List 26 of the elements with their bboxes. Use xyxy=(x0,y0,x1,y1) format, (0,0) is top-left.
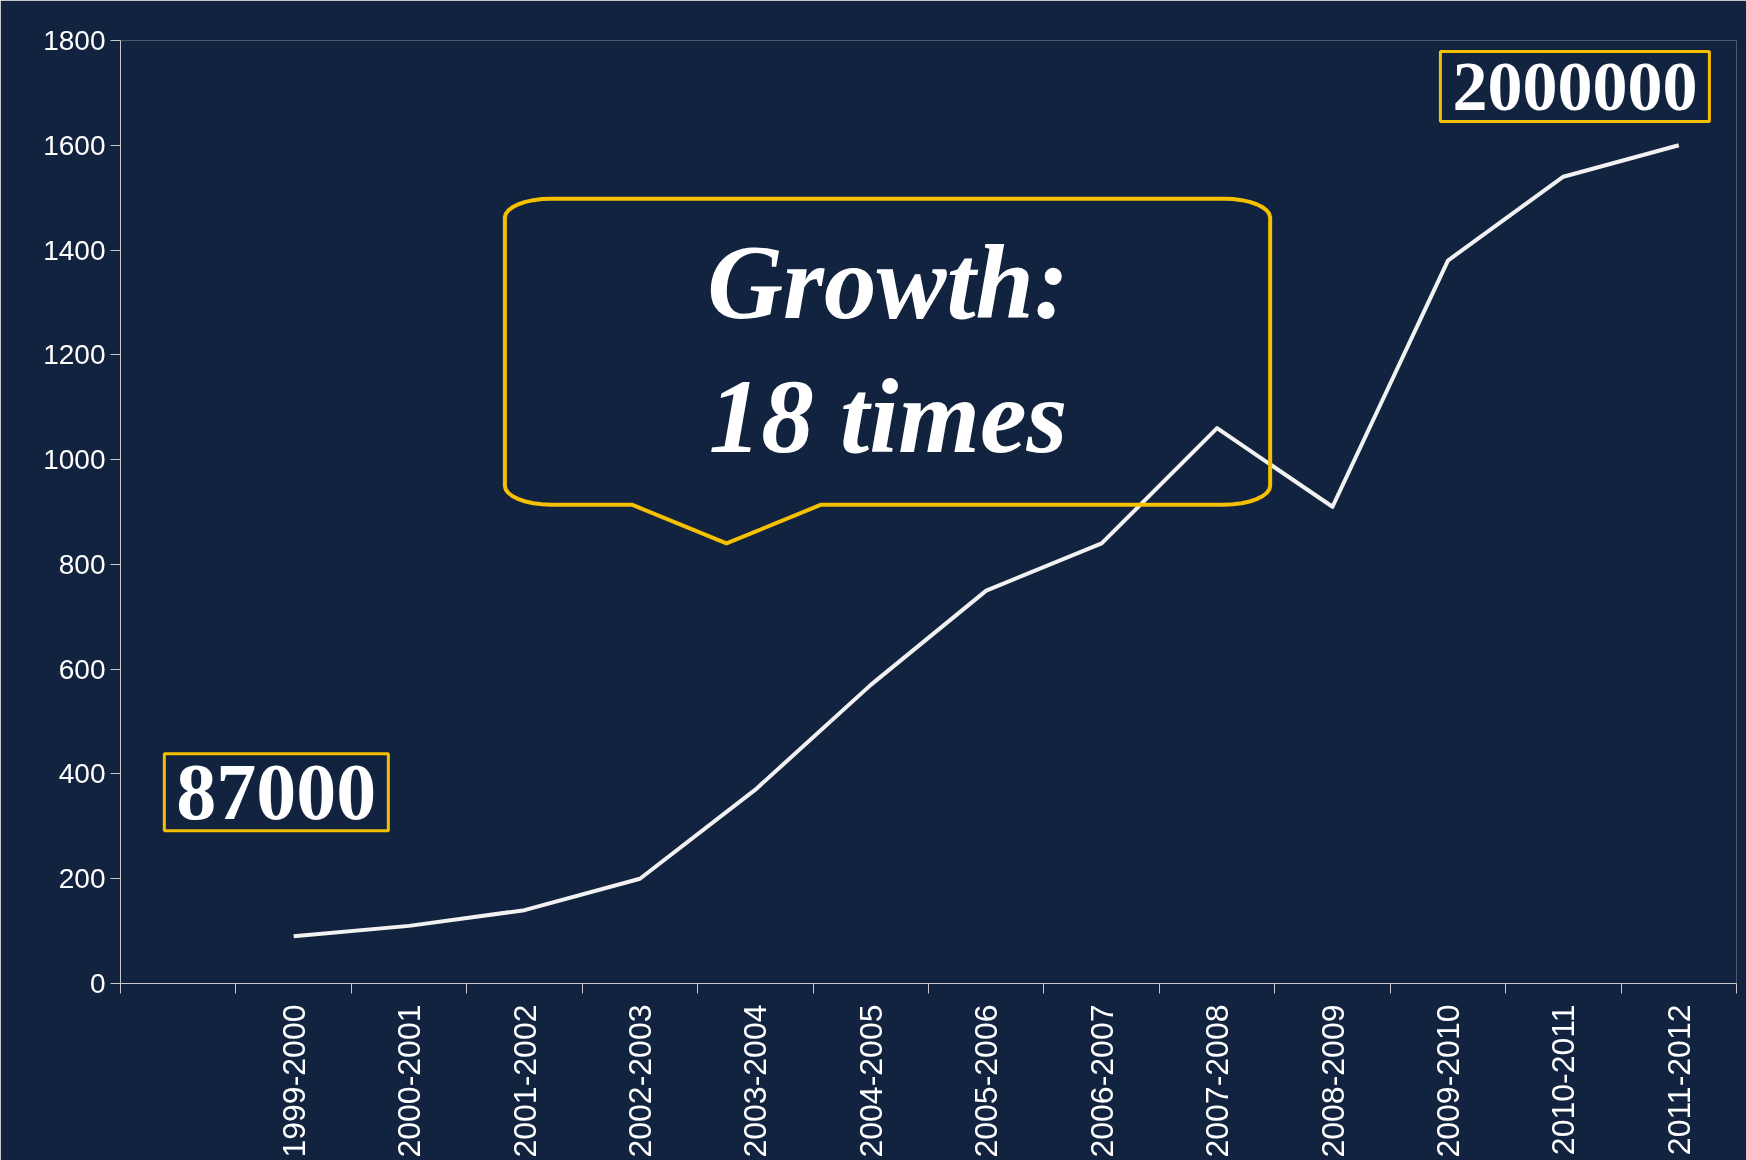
y-tick-label: 200 xyxy=(58,863,106,895)
x-tick-label: 2005-2006 xyxy=(968,1004,1005,1158)
y-tick-label: 1400 xyxy=(43,234,106,266)
x-tick-label: 2007-2008 xyxy=(1199,1004,1236,1158)
x-tick-label: 2004-2005 xyxy=(852,1004,889,1158)
y-tick-label: 1200 xyxy=(43,339,106,371)
annotation: 2000000 xyxy=(1452,47,1698,125)
y-tick-label: 1600 xyxy=(43,129,106,161)
annotation: 87000 xyxy=(176,747,377,836)
x-tick-label: 2006-2007 xyxy=(1083,1004,1120,1158)
x-tick-label: 2010-2011 xyxy=(1545,1004,1582,1156)
y-tick-label: 800 xyxy=(58,548,106,580)
x-tick-label: 2011-2012 xyxy=(1660,1004,1697,1156)
x-tick-label: 2002-2003 xyxy=(621,1004,658,1158)
x-tick-label: 1999-2000 xyxy=(275,1004,312,1158)
annotation: Growth: 18 times xyxy=(707,223,1069,476)
x-tick-label: 2003-2004 xyxy=(737,1004,774,1158)
x-tick-label: 2000-2001 xyxy=(391,1004,428,1158)
y-tick-label: 400 xyxy=(58,758,106,790)
y-tick-label: 1000 xyxy=(43,444,106,476)
x-tick-label: 2008-2009 xyxy=(1314,1004,1351,1158)
x-tick-label: 2001-2002 xyxy=(506,1004,543,1158)
y-tick-label: 600 xyxy=(58,653,106,685)
y-tick-label: 0 xyxy=(89,968,106,999)
x-tick-label: 2009-2010 xyxy=(1429,1004,1466,1158)
y-tick-label: 1800 xyxy=(43,25,106,56)
